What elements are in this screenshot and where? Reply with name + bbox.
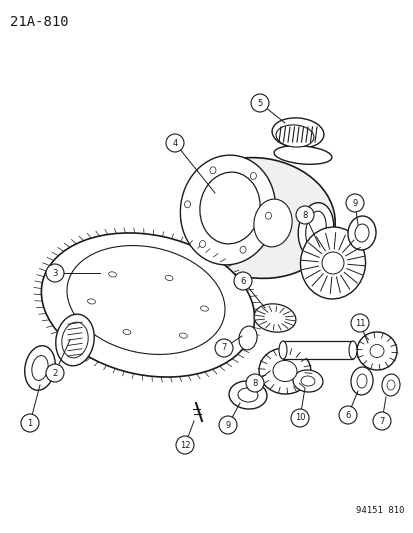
Ellipse shape <box>200 306 208 311</box>
Ellipse shape <box>123 329 131 335</box>
Circle shape <box>214 339 233 357</box>
Circle shape <box>176 436 194 454</box>
Ellipse shape <box>253 199 292 247</box>
Ellipse shape <box>228 381 266 409</box>
Circle shape <box>338 406 356 424</box>
Ellipse shape <box>278 341 286 359</box>
Circle shape <box>218 416 236 434</box>
Circle shape <box>46 264 64 282</box>
Ellipse shape <box>180 155 275 265</box>
Circle shape <box>166 134 183 152</box>
Ellipse shape <box>356 374 366 388</box>
Circle shape <box>372 412 390 430</box>
Ellipse shape <box>369 344 383 358</box>
Text: 8: 8 <box>301 211 307 220</box>
Ellipse shape <box>179 333 187 338</box>
Ellipse shape <box>240 246 245 253</box>
Circle shape <box>21 414 39 432</box>
Text: 6: 6 <box>344 410 350 419</box>
Ellipse shape <box>199 240 205 247</box>
Ellipse shape <box>292 370 322 392</box>
Ellipse shape <box>300 376 314 386</box>
Circle shape <box>250 94 268 112</box>
Ellipse shape <box>108 272 116 277</box>
Text: 11: 11 <box>354 319 364 327</box>
Ellipse shape <box>272 360 296 382</box>
Ellipse shape <box>305 211 325 249</box>
Ellipse shape <box>271 118 323 148</box>
Text: 4: 4 <box>172 139 177 148</box>
Text: 6: 6 <box>240 277 245 286</box>
Text: 9: 9 <box>351 198 357 207</box>
Text: 10: 10 <box>294 414 304 423</box>
Ellipse shape <box>321 252 343 274</box>
Text: 7: 7 <box>221 343 226 352</box>
Circle shape <box>46 364 64 382</box>
Ellipse shape <box>180 158 335 278</box>
Circle shape <box>295 206 313 224</box>
Circle shape <box>233 272 252 290</box>
Circle shape <box>245 374 263 392</box>
Ellipse shape <box>350 367 372 395</box>
Ellipse shape <box>275 125 313 147</box>
Text: 1: 1 <box>27 418 33 427</box>
Text: 9: 9 <box>225 421 230 430</box>
Ellipse shape <box>67 246 225 354</box>
Ellipse shape <box>87 299 95 304</box>
Text: 94151 810: 94151 810 <box>355 506 403 515</box>
Ellipse shape <box>347 216 375 250</box>
Ellipse shape <box>209 167 216 174</box>
Ellipse shape <box>297 203 333 257</box>
Ellipse shape <box>25 346 55 390</box>
Ellipse shape <box>273 146 331 164</box>
Text: 12: 12 <box>179 440 190 449</box>
Text: 21A-810: 21A-810 <box>10 15 69 29</box>
Ellipse shape <box>356 332 396 370</box>
Text: 8: 8 <box>252 378 257 387</box>
Circle shape <box>345 194 363 212</box>
Ellipse shape <box>238 326 256 350</box>
Text: 2: 2 <box>52 368 57 377</box>
Ellipse shape <box>165 276 173 280</box>
Ellipse shape <box>259 348 310 394</box>
Polygon shape <box>282 341 352 359</box>
Ellipse shape <box>381 374 399 396</box>
Ellipse shape <box>386 380 394 390</box>
Ellipse shape <box>254 304 295 332</box>
Ellipse shape <box>237 388 257 402</box>
Ellipse shape <box>250 173 256 180</box>
Ellipse shape <box>184 201 190 208</box>
Ellipse shape <box>265 212 271 219</box>
Text: 5: 5 <box>257 99 262 108</box>
Ellipse shape <box>300 227 365 299</box>
Ellipse shape <box>62 322 88 358</box>
Circle shape <box>290 409 308 427</box>
Text: 3: 3 <box>52 269 57 278</box>
Text: 7: 7 <box>378 416 384 425</box>
Ellipse shape <box>56 314 94 366</box>
Circle shape <box>350 314 368 332</box>
Ellipse shape <box>354 224 368 242</box>
Ellipse shape <box>32 356 48 381</box>
Ellipse shape <box>41 233 254 377</box>
Ellipse shape <box>348 341 356 359</box>
Ellipse shape <box>199 172 259 244</box>
